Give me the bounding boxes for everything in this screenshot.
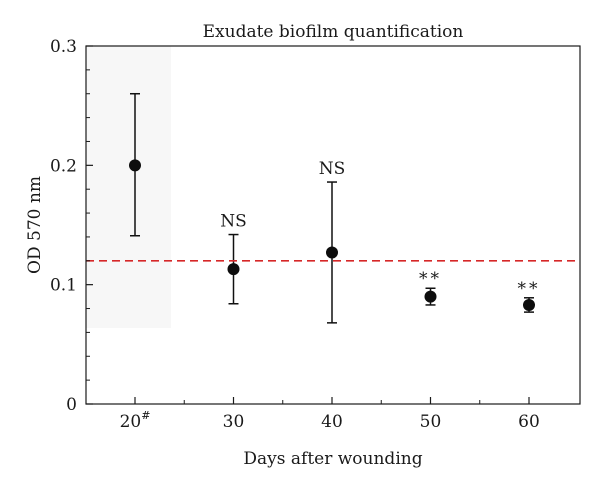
y-tick-label: 0.2 xyxy=(50,156,77,176)
x-tick-label: 50 xyxy=(420,412,442,432)
y-tick-label: 0.3 xyxy=(50,37,77,57)
x-axis-title: Days after wounding xyxy=(243,449,422,469)
data-point xyxy=(227,263,240,276)
x-tick-text: 40 xyxy=(321,412,343,432)
data-point xyxy=(129,159,141,172)
y-axis: 0 0.1 0.2 0.3 xyxy=(50,37,93,415)
x-axis: 20# 30 40 50 60 xyxy=(120,397,540,432)
x-tick-label: 60 xyxy=(518,412,540,432)
x-tick-label: 20# xyxy=(120,409,151,432)
x-tick-label: 30 xyxy=(223,412,245,432)
x-tick-text: 30 xyxy=(223,412,245,432)
x-tick-label: 40 xyxy=(321,412,343,432)
data-point xyxy=(326,246,338,259)
significance-annotation: ** xyxy=(518,279,541,299)
plot-frame xyxy=(85,45,581,405)
x-tick-text: 50 xyxy=(420,412,442,432)
significance-annotation: ** xyxy=(419,269,442,289)
significance-annotation: NS xyxy=(319,159,346,179)
y-axis-title: OD 570 nm xyxy=(25,176,45,274)
y-tick-label: 0.1 xyxy=(50,276,77,296)
y-tick-label: 0 xyxy=(66,395,77,415)
chart-title: Exudate biofilm quantification xyxy=(203,22,464,42)
shaded-region xyxy=(86,46,171,328)
x-tick-superscript: # xyxy=(141,409,150,422)
plot-marks: NS NS ** ** xyxy=(129,92,541,324)
data-point xyxy=(523,298,535,311)
x-tick-text: 20 xyxy=(120,412,142,432)
significance-annotation: NS xyxy=(220,212,247,232)
data-point xyxy=(424,290,437,303)
x-tick-text: 60 xyxy=(518,412,540,432)
